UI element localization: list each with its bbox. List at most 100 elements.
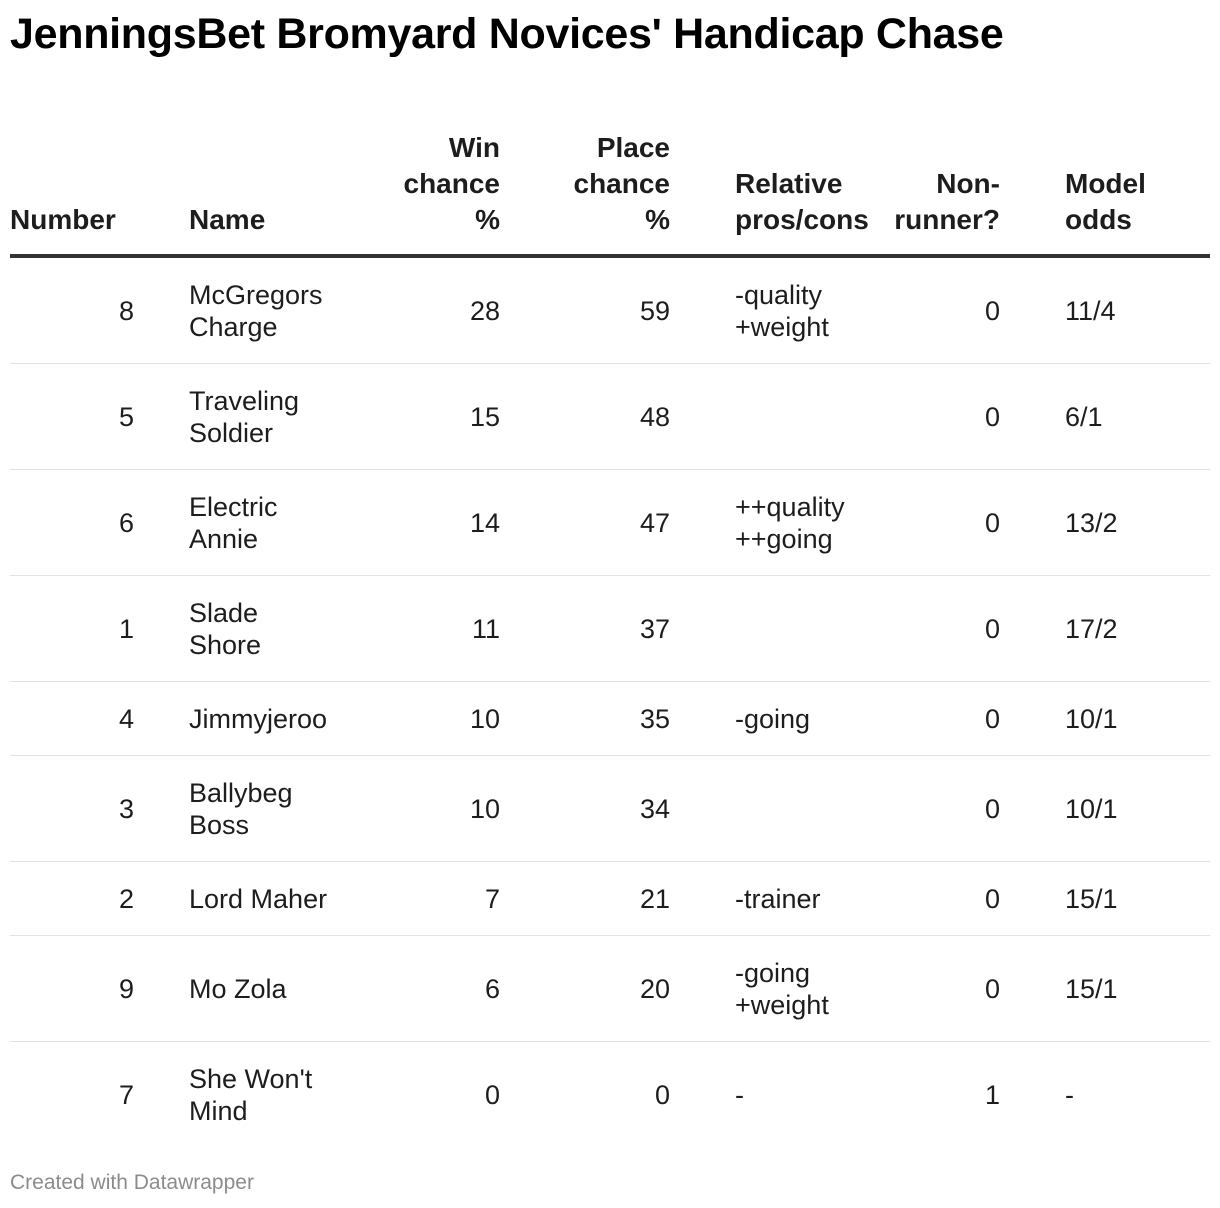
header-text: % xyxy=(475,204,500,235)
cell-non-runner: 0 xyxy=(880,363,1050,470)
cell-pros-cons-line: -trainer xyxy=(735,883,821,914)
cell-place-chance: 21 xyxy=(510,861,680,936)
cell-name: She Won't Mind xyxy=(174,1042,350,1148)
cell-win-chance: 6 xyxy=(350,935,510,1042)
cell-non-runner: 0 xyxy=(880,861,1050,936)
table-row: 3 Ballybeg Boss 10 34 0 10/1 xyxy=(10,755,1210,862)
cell-pros-cons-line: ++going xyxy=(735,523,833,554)
cell-model-odds: 10/1 xyxy=(1050,755,1210,862)
race-table: Number Name Win chance% Place chance% Rela… xyxy=(10,114,1210,1147)
cell-model-odds: 15/1 xyxy=(1050,861,1210,936)
cell-name-line: Mo Zola xyxy=(189,973,287,1004)
header-text: pros/cons xyxy=(735,204,869,235)
cell-pros-cons-line: +weight xyxy=(735,311,829,342)
cell-model-odds: 15/1 xyxy=(1050,935,1210,1042)
header-model-odds[interactable]: Model odds xyxy=(1050,114,1210,258)
cell-name: Lord Maher xyxy=(174,861,350,936)
cell-pros-cons xyxy=(680,363,880,470)
cell-win-chance: 11 xyxy=(350,575,510,682)
header-text: Place xyxy=(596,132,670,163)
cell-name-line: She Won't xyxy=(189,1063,313,1094)
cell-model-odds: 10/1 xyxy=(1050,681,1210,756)
header-text: % xyxy=(645,204,670,235)
cell-non-runner: 0 xyxy=(880,575,1050,682)
cell-win-chance: 28 xyxy=(350,256,510,364)
cell-place-chance: 47 xyxy=(510,469,680,576)
cell-place-chance: 34 xyxy=(510,755,680,862)
cell-name-line: Soldier xyxy=(189,417,274,448)
chart-title: JenningsBet Bromyard Novices' Handicap C… xyxy=(10,10,1004,58)
cell-name: McGregors Charge xyxy=(174,256,350,364)
cell-non-runner: 0 xyxy=(880,256,1050,364)
header-text: runner? xyxy=(894,204,1000,235)
cell-pros-cons-line: +weight xyxy=(735,989,829,1020)
cell-model-odds: 17/2 xyxy=(1050,575,1210,682)
cell-pros-cons: ++quality ++going xyxy=(680,469,880,576)
header-win-chance[interactable]: Win chance% xyxy=(350,114,510,258)
cell-number: 7 xyxy=(118,1079,134,1110)
cell-name-line: Slade xyxy=(189,597,259,628)
table-row: 7 She Won't Mind 0 0 - 1 - xyxy=(10,1042,1210,1148)
cell-number: 4 xyxy=(10,681,174,756)
header-text: chance xyxy=(403,168,501,199)
header-number[interactable]: Number xyxy=(10,114,174,258)
cell-place-chance: 59 xyxy=(510,256,680,364)
table-row: 5 Traveling Soldier 15 48 0 6/1 xyxy=(10,363,1210,470)
cell-name-line: Jimmyjeroo xyxy=(189,703,328,734)
cell-name: Slade Shore xyxy=(174,575,350,682)
table-row: 9 Mo Zola 6 20 -going +weight 0 15/1 xyxy=(10,935,1210,1042)
header-name[interactable]: Name xyxy=(174,114,350,258)
cell-pros-cons: -quality +weight xyxy=(680,256,880,364)
cell-name: Traveling Soldier xyxy=(174,363,350,470)
cell-win-chance: 0 xyxy=(484,1079,500,1110)
table-row: 2 Lord Maher 7 21 -trainer 0 15/1 xyxy=(10,861,1210,936)
cell-name-line: McGregors xyxy=(189,279,323,310)
cell-pros-cons: -going +weight xyxy=(680,935,880,1042)
cell-name-line: Ballybeg xyxy=(189,777,293,808)
cell-number: 6 xyxy=(10,469,174,576)
cell-win-chance: 7 xyxy=(350,861,510,936)
header-non-runner[interactable]: Non-runner? xyxy=(880,114,1050,258)
cell-name-line: Charge xyxy=(189,311,278,342)
cell-pros-cons-line: -quality xyxy=(735,279,823,310)
table-row: 1 Slade Shore 11 37 0 17/2 xyxy=(10,575,1210,682)
cell-pros-cons xyxy=(680,755,880,862)
header-pros-cons[interactable]: Relative pros/cons xyxy=(680,114,880,258)
cell-name-line: Shore xyxy=(189,629,262,660)
cell-name: Electric Annie xyxy=(174,469,350,576)
cell-pros-cons: -trainer xyxy=(680,861,880,936)
cell-model-odds: 11/4 xyxy=(1050,256,1210,364)
cell-win-chance: 10 xyxy=(350,755,510,862)
cell-name-line: Traveling xyxy=(189,385,300,416)
table-body: 8 McGregors Charge 28 59 -quality +weight 0 11/4… xyxy=(10,256,1210,1147)
cell-non-runner: 0 xyxy=(880,681,1050,756)
cell-number: 2 xyxy=(10,861,174,936)
cell-number: 8 xyxy=(10,256,174,364)
cell-name-line: Boss xyxy=(189,809,250,840)
table-row: 4 Jimmyjeroo 10 35 -going 0 10/1 xyxy=(10,681,1210,756)
cell-name: Jimmyjeroo xyxy=(174,681,350,756)
header-text: odds xyxy=(1065,204,1132,235)
header-text: Name xyxy=(189,204,266,235)
cell-win-chance: 15 xyxy=(350,363,510,470)
cell-place-chance: 37 xyxy=(510,575,680,682)
header-text: Model xyxy=(1065,168,1146,199)
header-text: Win xyxy=(448,132,500,163)
cell-name-line: Annie xyxy=(189,523,259,554)
cell-pros-cons-line: - xyxy=(735,1079,744,1110)
cell-non-runner: 0 xyxy=(880,469,1050,576)
header-text: Non- xyxy=(936,168,1000,199)
cell-pros-cons-line: ++quality xyxy=(735,491,845,522)
cell-number: 5 xyxy=(10,363,174,470)
cell-pros-cons: -going xyxy=(680,681,880,756)
cell-win-chance: 10 xyxy=(350,681,510,756)
cell-number: 9 xyxy=(10,935,174,1042)
cell-place-chance: 20 xyxy=(510,935,680,1042)
header-place-chance[interactable]: Place chance% xyxy=(510,114,680,258)
cell-place-chance: 48 xyxy=(510,363,680,470)
cell-name: Ballybeg Boss xyxy=(174,755,350,862)
cell-non-runner: 1 xyxy=(984,1079,1000,1110)
cell-win-chance: 14 xyxy=(350,469,510,576)
cell-name-line: Lord Maher xyxy=(189,883,328,914)
header-text: Number xyxy=(10,204,116,235)
